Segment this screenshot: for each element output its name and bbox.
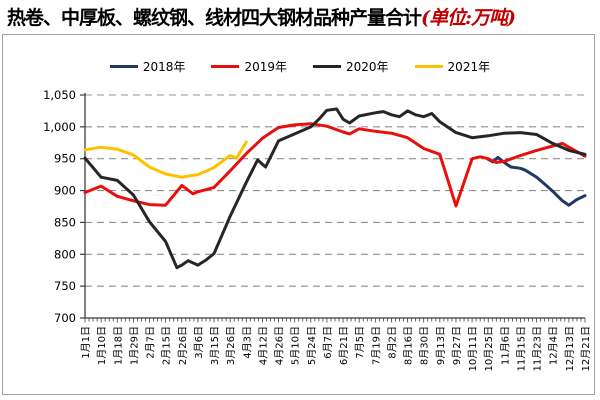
x-tick-label: 1月1日	[80, 326, 92, 359]
x-tick-label: 8月30日	[419, 326, 431, 365]
legend-swatch-icon	[313, 65, 341, 68]
x-tick-label: 5月10日	[290, 326, 302, 365]
x-tick-label: 9月13日	[435, 326, 447, 365]
series-line-2018	[486, 155, 587, 207]
x-tick-label: 3月15日	[209, 326, 221, 365]
legend-swatch-icon	[211, 65, 240, 68]
chart-title-text: 热卷、中厚板、螺纹钢、线材四大钢材品种产量合计	[7, 7, 422, 29]
x-tick-label: 10月11日	[467, 326, 479, 371]
legend-label: 2021年	[447, 60, 491, 74]
y-tick-label: 700	[54, 311, 76, 325]
chart-title-unit: (单位:万吨)	[421, 7, 516, 29]
chart-legend: 2018年 2019年 2020年 2021年	[0, 58, 600, 75]
y-tick-label: 900	[54, 184, 76, 198]
x-tick-label: 4月3日	[241, 326, 253, 359]
x-tick-label: 8月2日	[386, 326, 398, 359]
y-tick-label: 750	[54, 279, 76, 293]
y-tick-label: 850	[54, 215, 76, 229]
x-tick-label: 10月25日	[483, 326, 495, 371]
x-tick-label: 2月15日	[161, 326, 173, 365]
x-tick-label: 1月18日	[112, 326, 124, 365]
series-line-2019	[83, 122, 587, 208]
x-tick-label: 1月10日	[96, 326, 108, 365]
x-tick-label: 6月7日	[322, 326, 334, 359]
x-tick-label: 3月26日	[225, 326, 237, 365]
x-tick-label: 6月21日	[338, 326, 350, 365]
legend-swatch-icon	[414, 65, 443, 68]
legend-swatch-icon	[109, 65, 138, 68]
legend-item-2021: 2021年	[414, 58, 491, 75]
chart-frame	[2, 34, 595, 395]
series-line-2020	[83, 107, 587, 270]
y-tick-label: 1,000	[43, 120, 76, 134]
x-tick-label: 7月19日	[370, 326, 382, 365]
y-tick-label: 950	[54, 152, 76, 166]
x-tick-label: 12月4日	[548, 326, 560, 365]
legend-label: 2020年	[346, 60, 389, 74]
x-tick-label: 1月29日	[128, 326, 140, 365]
legend-item-2018: 2018年	[109, 58, 186, 75]
legend-item-2020: 2020年	[313, 58, 389, 75]
x-tick-label: 11月23日	[532, 326, 544, 371]
x-tick-label: 2月7日	[145, 326, 157, 359]
x-tick-label: 11月15日	[515, 326, 527, 371]
x-axis-ticks	[84, 318, 586, 323]
x-tick-label: 5月24日	[306, 326, 318, 365]
x-tick-label: 11月6日	[499, 326, 511, 365]
legend-item-2019: 2019年	[211, 58, 287, 75]
x-tick-label: 9月27日	[451, 326, 463, 365]
y-tick-label: 800	[54, 247, 76, 261]
x-tick-label: 2月26日	[177, 326, 189, 365]
x-tick-label: 4月26日	[274, 326, 286, 365]
x-tick-label: 8月16日	[403, 326, 415, 365]
x-tick-labels: 1月1日 1月10日 1月18日 1月29日 2月7日 2月15日 2月26日 3月6日 3月1…	[80, 326, 592, 371]
x-tick-label: 7月5日	[354, 326, 366, 359]
x-tick-label: 12月13日	[564, 326, 576, 371]
x-tick-label: 3月6日	[193, 326, 205, 359]
y-tick-label: 1,050	[43, 88, 76, 102]
y-axis-labels: 700 750 800 850 900 950 1,000 1,050	[43, 88, 76, 325]
x-tick-label: 4月12日	[257, 326, 269, 365]
series-line-2021	[83, 140, 248, 179]
legend-label: 2019年	[244, 60, 287, 74]
chart-title: 热卷、中厚板、螺纹钢、线材四大钢材品种产量合计(单位:万吨)	[7, 3, 516, 30]
legend-label: 2018年	[142, 60, 186, 74]
x-tick-label: 12月21日	[580, 326, 592, 371]
